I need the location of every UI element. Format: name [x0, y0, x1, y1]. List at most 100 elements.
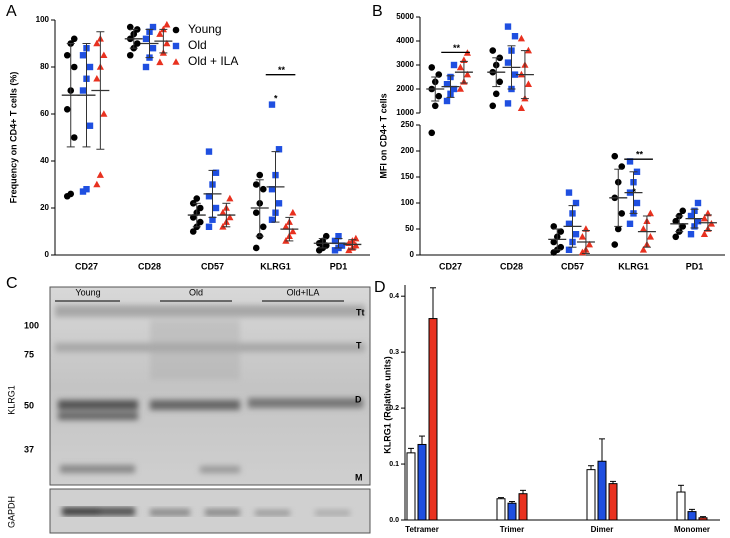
data-point [611, 152, 619, 160]
data-point [626, 158, 634, 165]
bar [507, 502, 517, 521]
data-point [219, 208, 227, 216]
x-tick-label: CD27 [439, 261, 462, 271]
legend-label: Old [188, 38, 207, 52]
data-point [585, 240, 594, 248]
data-point [193, 195, 201, 202]
data-point [345, 246, 353, 254]
data-point [156, 30, 164, 37]
data-point [450, 61, 458, 69]
data-point [700, 214, 709, 222]
x-tick-label: KLRG1 [618, 261, 649, 271]
data-point [252, 209, 260, 216]
blot-bands [55, 305, 365, 473]
data-point [517, 34, 526, 42]
loading-label: GAPDH [6, 496, 16, 528]
data-point [100, 110, 108, 117]
y-tick-label: 60 [40, 109, 49, 118]
data-point [450, 85, 458, 93]
data-point [572, 199, 580, 207]
data-point [565, 189, 573, 196]
data-point [205, 193, 213, 200]
data-point [463, 70, 472, 78]
western-blot: Young Old Old+ILA 100 75 50 37 Tt T D M … [6, 286, 371, 534]
data-point [212, 204, 220, 212]
data-point [70, 35, 78, 43]
y-tick-label: 0 [410, 250, 415, 259]
group-label: Young [75, 287, 100, 297]
panel-label: A [6, 3, 17, 20]
data-point [511, 71, 519, 78]
y-tick-label: 3000 [396, 60, 414, 69]
data-point [196, 218, 204, 226]
data-point [196, 204, 204, 212]
data-point [226, 194, 234, 202]
bar [608, 483, 618, 521]
y-tick-label: 150 [401, 172, 415, 181]
data-point [322, 242, 330, 249]
data-point [611, 241, 619, 248]
data-point [63, 106, 71, 113]
mw-marker: 75 [24, 349, 34, 359]
x-tick-label: CD57 [201, 261, 224, 271]
bar [676, 491, 686, 521]
data-point [504, 59, 512, 66]
y-tick-label: 0.3 [389, 349, 399, 356]
data-point [646, 209, 655, 217]
data-point [700, 230, 709, 237]
x-tick-label: CD28 [500, 261, 523, 271]
annotation: ** [636, 150, 644, 160]
data-point [268, 101, 276, 108]
annotation: ** [453, 43, 461, 53]
data-point [517, 104, 526, 111]
data-point [557, 243, 565, 251]
data-point [679, 223, 687, 230]
data-point [496, 78, 504, 86]
x-tick-label: Monomer [674, 525, 710, 534]
data-point [618, 163, 626, 170]
x-tick-label: PD1 [330, 261, 348, 271]
y-tick-label: 100 [401, 198, 415, 207]
data-point [252, 181, 260, 188]
data-point [212, 169, 220, 176]
data-point [504, 23, 512, 30]
data-point [687, 212, 695, 220]
data-point [205, 223, 213, 230]
y-tick-label: 250 [401, 120, 415, 129]
data-point [289, 208, 297, 216]
data-point [63, 51, 71, 59]
data-point [86, 63, 94, 71]
data-point [456, 85, 465, 92]
data-point [489, 47, 497, 54]
y-tick-label: 40 [40, 156, 49, 165]
data-point [626, 220, 634, 227]
data-point [557, 228, 565, 235]
data-point [209, 216, 216, 223]
data-point [618, 210, 626, 217]
data-point [70, 63, 78, 71]
data-point [428, 129, 436, 137]
bar [428, 318, 438, 521]
data-point [456, 63, 465, 71]
bar [698, 517, 708, 521]
data-point [614, 225, 622, 233]
data-point [443, 97, 451, 105]
data-point [156, 58, 164, 66]
data-point [172, 58, 180, 65]
data-point [633, 199, 641, 207]
y-axis-label: KLRG1 (Relative units) [382, 356, 392, 454]
data-point [352, 234, 360, 242]
y-tick-label: 200 [401, 146, 415, 155]
data-point [163, 20, 171, 28]
data-point [70, 134, 78, 141]
panel-label: C [6, 275, 18, 292]
data-point [550, 223, 558, 230]
x-tick-label: CD28 [138, 261, 161, 271]
x-tick-label: CD57 [561, 261, 584, 271]
y-tick-label: 0.0 [389, 517, 399, 524]
mw-marker: 100 [24, 320, 39, 330]
data-point [646, 233, 655, 240]
x-tick-label: Trimer [500, 525, 524, 534]
y-tick-label: 0.2 [389, 405, 399, 412]
data-point [189, 214, 197, 221]
